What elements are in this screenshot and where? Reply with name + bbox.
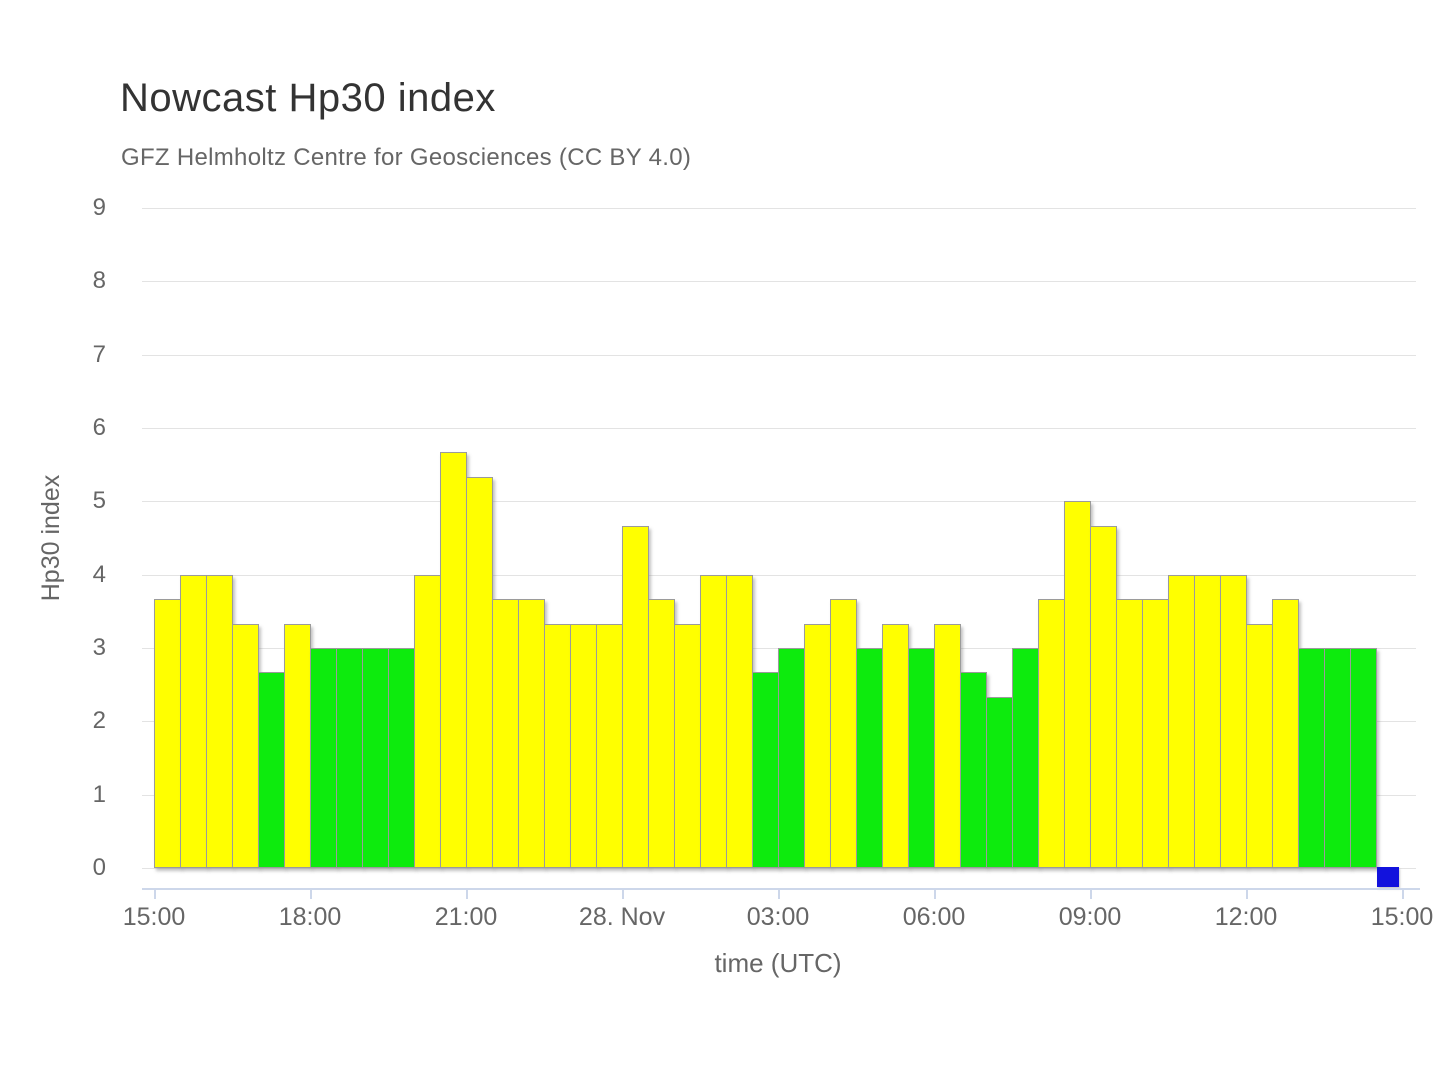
hp30-column[interactable] bbox=[934, 623, 961, 868]
x-tick-label: 03:00 bbox=[746, 903, 810, 931]
y-tick-label: 2 bbox=[92, 707, 106, 735]
hp30-column[interactable] bbox=[1142, 598, 1169, 868]
y-gridline bbox=[142, 868, 1416, 869]
x-axis-line bbox=[142, 888, 1420, 890]
hp30-column[interactable] bbox=[518, 598, 545, 868]
latest-value-marker[interactable] bbox=[1377, 867, 1399, 887]
hp30-column[interactable] bbox=[258, 672, 285, 868]
x-tick-label: 15:00 bbox=[1370, 903, 1434, 931]
hp30-column[interactable] bbox=[986, 697, 1013, 868]
y-tick-label: 8 bbox=[92, 267, 106, 295]
x-tick-label: 28. Nov bbox=[578, 903, 666, 931]
hp30-column[interactable] bbox=[232, 623, 259, 868]
x-tick-mark bbox=[622, 888, 624, 899]
hp30-column[interactable] bbox=[336, 648, 363, 868]
hp30-column[interactable] bbox=[544, 623, 571, 868]
hp30-column[interactable] bbox=[908, 648, 935, 868]
hp30-column[interactable] bbox=[154, 598, 181, 868]
hp30-column[interactable] bbox=[778, 648, 805, 868]
hp30-column[interactable] bbox=[466, 477, 493, 868]
hp30-column[interactable] bbox=[284, 623, 311, 868]
y-gridline bbox=[142, 281, 1416, 283]
x-tick-mark bbox=[778, 888, 780, 899]
x-tick-label: 12:00 bbox=[1214, 903, 1278, 931]
y-tick-label: 4 bbox=[92, 560, 106, 588]
hp30-column[interactable] bbox=[1298, 648, 1325, 868]
hp30-column[interactable] bbox=[362, 648, 389, 868]
y-tick-label: 0 bbox=[92, 854, 106, 881]
y-gridline bbox=[142, 208, 1416, 209]
hp30-column[interactable] bbox=[804, 623, 831, 868]
hp30-column[interactable] bbox=[492, 598, 519, 868]
y-gridline bbox=[142, 428, 1416, 429]
hp30-column[interactable] bbox=[752, 672, 779, 868]
x-tick-mark bbox=[1402, 888, 1404, 899]
x-tick-label: 21:00 bbox=[434, 903, 498, 931]
x-tick-label: 06:00 bbox=[902, 903, 966, 931]
y-tick-label: 5 bbox=[92, 487, 106, 515]
hp30-column[interactable] bbox=[388, 648, 415, 868]
x-tick-mark bbox=[934, 888, 936, 899]
x-tick-mark bbox=[466, 888, 468, 899]
y-tick-label: 9 bbox=[92, 194, 106, 221]
hp30-column[interactable] bbox=[1168, 574, 1195, 868]
y-tick-label: 1 bbox=[92, 780, 106, 808]
hp30-column[interactable] bbox=[1038, 598, 1065, 868]
y-gridline bbox=[142, 574, 1416, 576]
hp30-column[interactable] bbox=[180, 574, 207, 868]
hp30-column[interactable] bbox=[440, 452, 467, 868]
hp30-column[interactable] bbox=[726, 574, 753, 868]
x-tick-mark bbox=[310, 888, 312, 899]
hp30-column[interactable] bbox=[414, 574, 441, 868]
hp30-column[interactable] bbox=[1350, 648, 1377, 868]
hp30-column[interactable] bbox=[310, 648, 337, 868]
hp30-column[interactable] bbox=[700, 574, 727, 868]
x-axis-title: time (UTC) bbox=[714, 948, 842, 978]
hp30-column[interactable] bbox=[1194, 574, 1221, 868]
hp30-column[interactable] bbox=[648, 598, 675, 868]
hp30-column[interactable] bbox=[570, 623, 597, 868]
chart-subtitle: GFZ Helmholtz Centre for Geosciences (CC… bbox=[121, 144, 692, 171]
hp30-column[interactable] bbox=[596, 623, 623, 868]
y-gridline bbox=[142, 501, 1416, 503]
hp30-column[interactable] bbox=[830, 598, 857, 868]
chart-title: Nowcast Hp30 index bbox=[120, 76, 496, 120]
hp30-column[interactable] bbox=[1090, 525, 1117, 868]
x-tick-label: 09:00 bbox=[1058, 903, 1122, 931]
y-gridline bbox=[142, 354, 1416, 356]
hp30-column[interactable] bbox=[1272, 598, 1299, 868]
x-tick-mark bbox=[154, 888, 156, 899]
hp30-column[interactable] bbox=[206, 574, 233, 868]
hp30-column[interactable] bbox=[1012, 648, 1039, 868]
y-tick-label: 3 bbox=[92, 634, 106, 661]
y-tick-label: 6 bbox=[92, 414, 106, 441]
hp30-column[interactable] bbox=[1220, 574, 1247, 868]
x-tick-label: 18:00 bbox=[278, 903, 342, 931]
hp30-column[interactable] bbox=[1116, 598, 1143, 868]
y-tick-label: 7 bbox=[92, 340, 106, 368]
hp30-column[interactable] bbox=[882, 623, 909, 868]
x-tick-mark bbox=[1090, 888, 1092, 899]
hp30-column[interactable] bbox=[622, 525, 649, 868]
x-tick-label: 15:00 bbox=[122, 903, 186, 931]
x-tick-mark bbox=[1246, 888, 1248, 899]
hp30-column[interactable] bbox=[674, 623, 701, 868]
hp30-column[interactable] bbox=[960, 672, 987, 868]
hp30-column[interactable] bbox=[1246, 623, 1273, 868]
hp30-column[interactable] bbox=[1064, 501, 1091, 868]
hp30-column[interactable] bbox=[856, 648, 883, 868]
hp30-column[interactable] bbox=[1324, 648, 1351, 868]
